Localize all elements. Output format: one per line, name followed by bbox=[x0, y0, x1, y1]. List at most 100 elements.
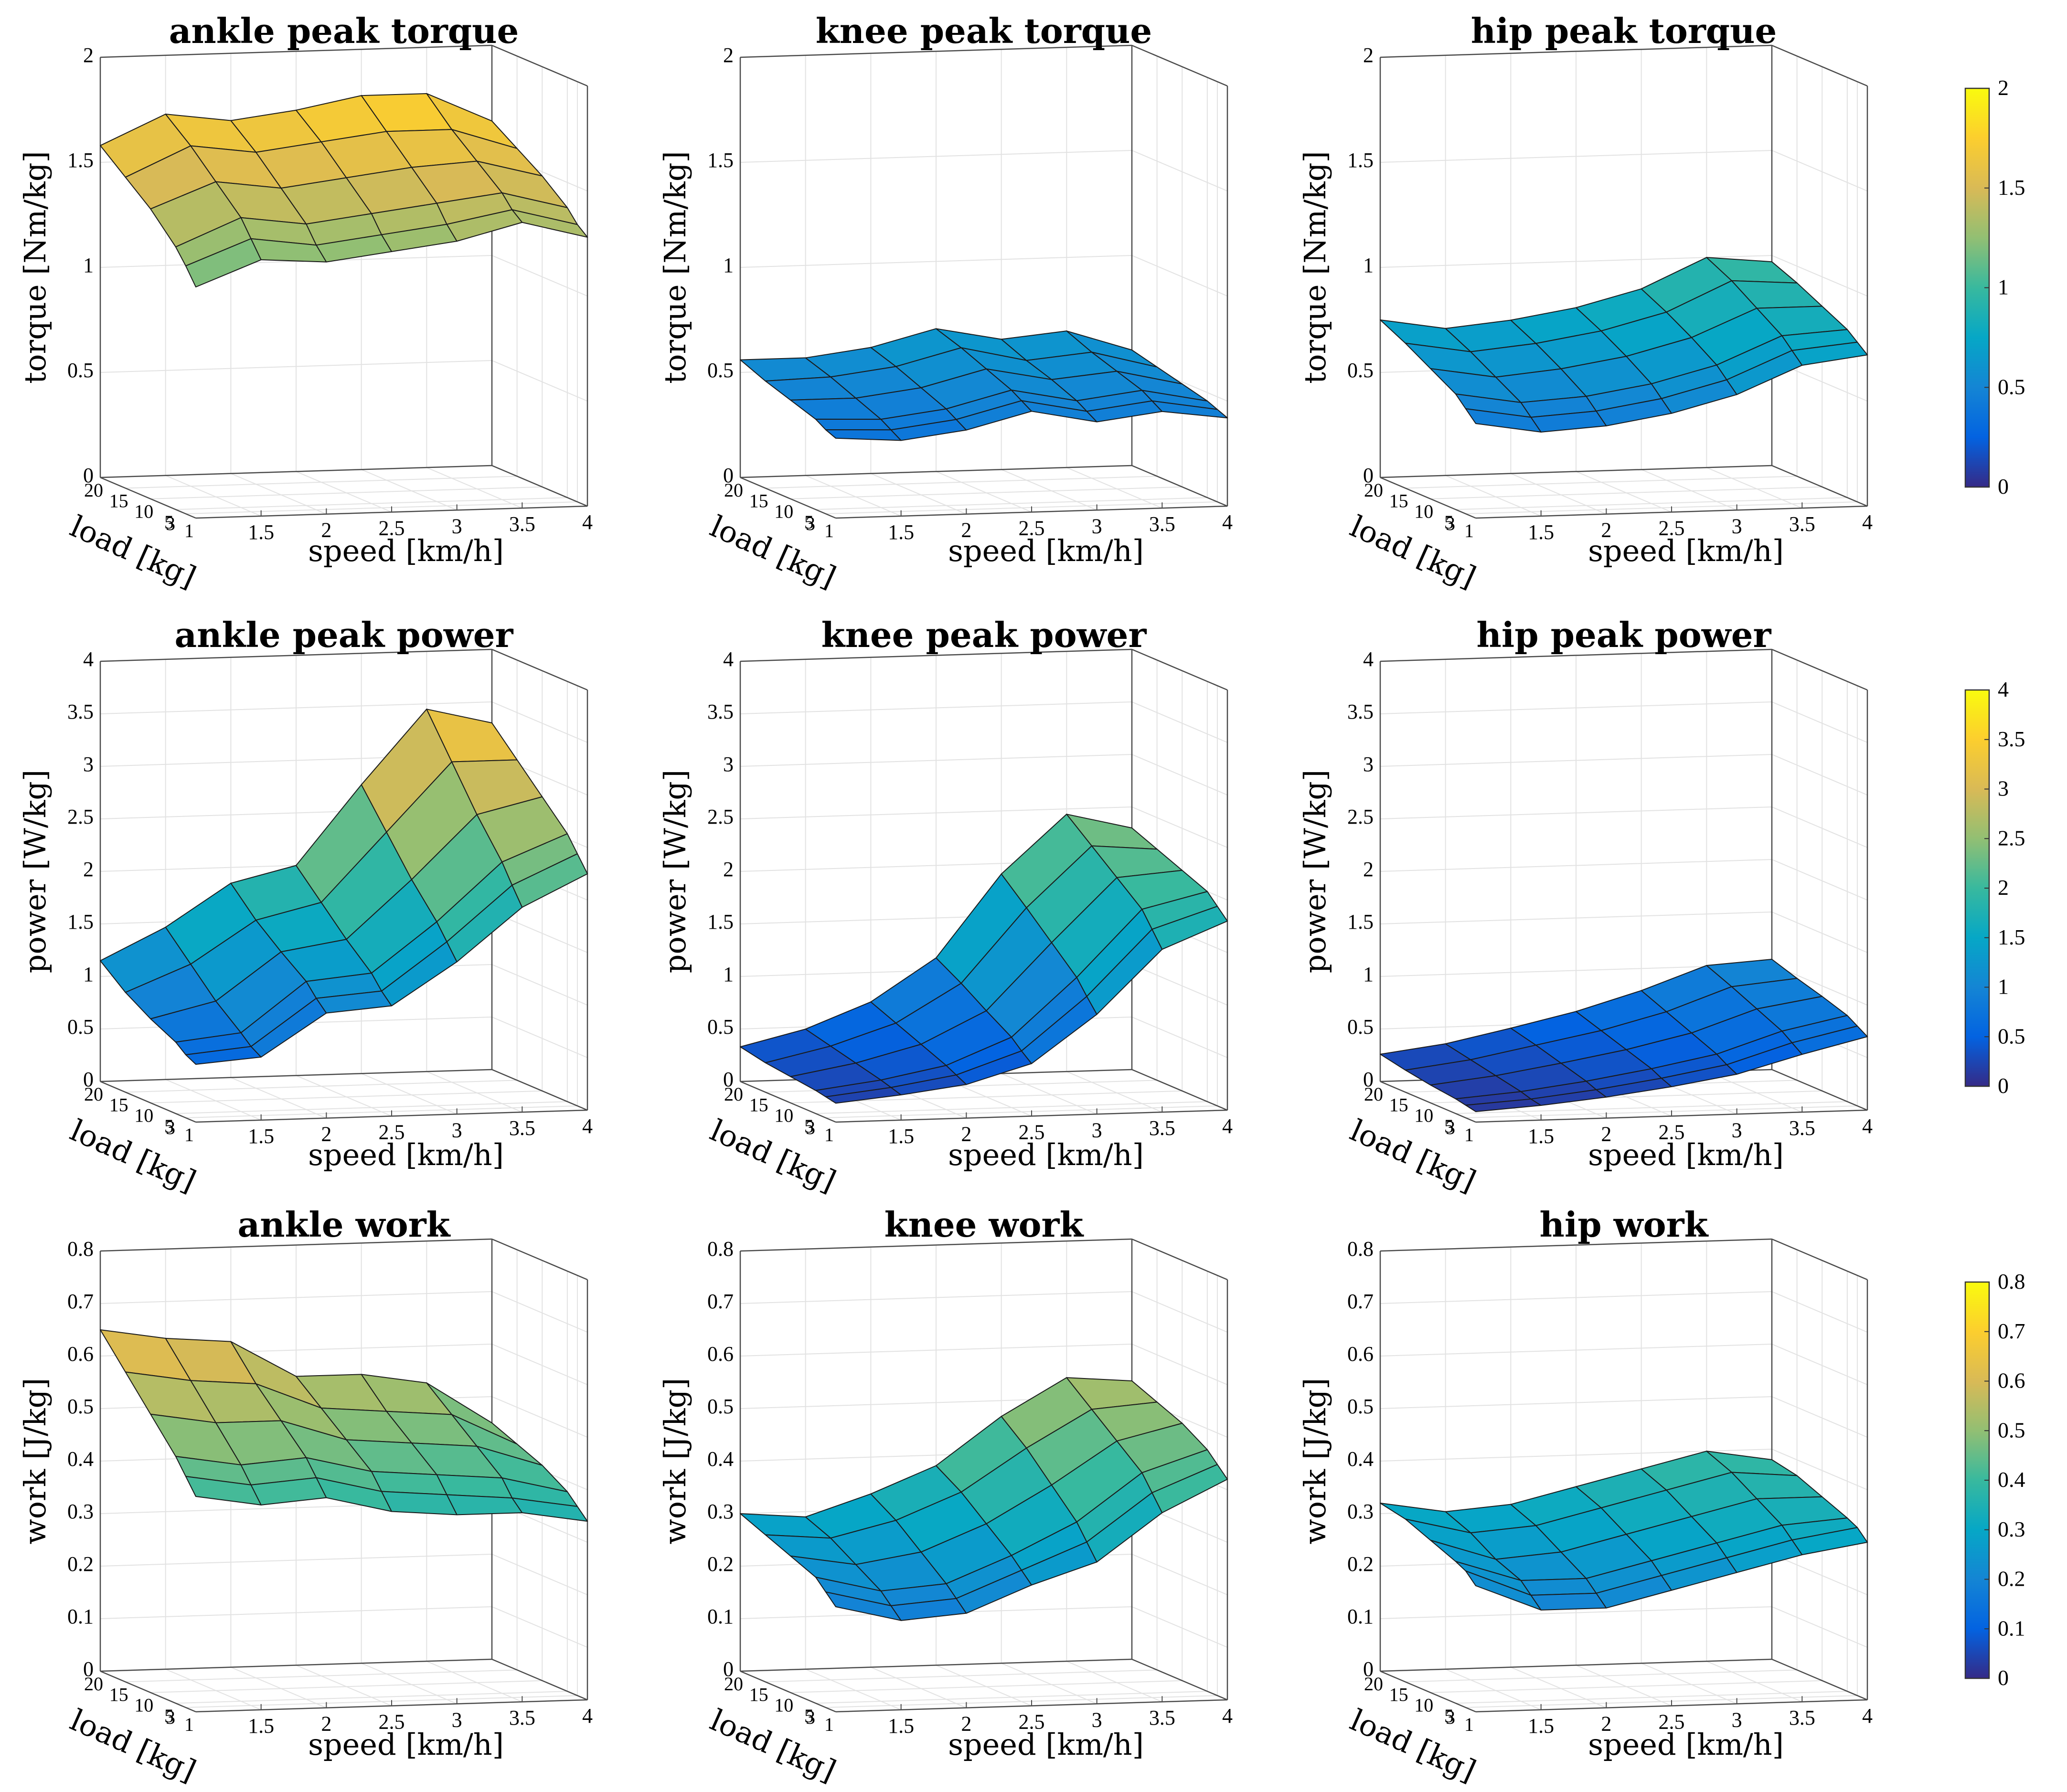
z-gridline bbox=[1380, 1396, 1868, 1438]
y-tick-label: 5 bbox=[804, 1705, 814, 1727]
z-gridline bbox=[1380, 753, 1868, 795]
y-axis-label: load [kg] bbox=[1345, 509, 1481, 594]
z-axis-label: torque [Nm/kg] bbox=[658, 151, 693, 383]
colorbar-tick-label: 0.4 bbox=[1998, 1467, 2025, 1492]
z-tick-label: 0.6 bbox=[707, 1342, 734, 1366]
y-tick-label: 5 bbox=[804, 1115, 814, 1137]
colorbar-tick-label: 2 bbox=[1998, 875, 2009, 900]
axis-edge bbox=[1380, 648, 1772, 662]
axis-edge bbox=[100, 44, 492, 58]
x-gridline bbox=[805, 55, 902, 517]
y-gridline bbox=[815, 77, 1208, 510]
surface-knee-torque bbox=[740, 328, 1228, 441]
x-tick-label: 3 bbox=[1732, 1118, 1742, 1142]
z-tick-label: 0.8 bbox=[1347, 1237, 1374, 1261]
axis-edge bbox=[1380, 477, 1476, 519]
z-tick-label: 3 bbox=[83, 753, 94, 776]
y-tick-label: 15 bbox=[109, 1684, 128, 1705]
surface-knee-work bbox=[740, 1377, 1228, 1621]
x-tick-label: 3 bbox=[1092, 1118, 1102, 1142]
z-tick-label: 3 bbox=[1363, 753, 1374, 776]
axis-edge bbox=[100, 1069, 492, 1082]
axis-edge bbox=[100, 648, 492, 662]
z-gridline bbox=[740, 149, 1228, 191]
colorbar-tick-label: 1.5 bbox=[1998, 175, 2025, 200]
x-tick-label: 3 bbox=[1732, 1708, 1742, 1731]
x-tick-label: 4 bbox=[582, 1704, 593, 1728]
axis-edge bbox=[100, 1658, 492, 1672]
axis-edge bbox=[1771, 1658, 1868, 1701]
x-tick-label: 2 bbox=[1601, 519, 1611, 542]
y-tick-label: 1 bbox=[184, 520, 194, 541]
surface-hip-power bbox=[1380, 959, 1868, 1112]
x-tick-label: 3.5 bbox=[1789, 512, 1815, 536]
z-tick-label: 0 bbox=[723, 464, 734, 487]
x-tick-label: 3.5 bbox=[509, 1116, 535, 1140]
y-axis-label: load [kg] bbox=[705, 1702, 841, 1788]
z-tick-label: 0.5 bbox=[707, 1395, 734, 1418]
z-tick-label: 1 bbox=[723, 254, 734, 277]
y-tick-label: 15 bbox=[109, 490, 128, 511]
colorbar-tick-label: 0.3 bbox=[1998, 1517, 2025, 1541]
axis-edge bbox=[1771, 1069, 1868, 1111]
surface-patch bbox=[446, 1494, 523, 1516]
x-tick-label: 2.5 bbox=[1659, 517, 1685, 540]
panel-hip-work: 00.10.20.30.40.50.60.70.81.5 2 2.5 3 3.5 4135… bbox=[1298, 1204, 1873, 1788]
x-tick-label: 1.5 bbox=[1528, 520, 1554, 544]
x-axis-label: speed [km/h] bbox=[948, 533, 1144, 568]
surface-patch bbox=[511, 853, 588, 908]
z-gridline bbox=[740, 1343, 1228, 1385]
x-gridline bbox=[805, 1249, 902, 1710]
x-tick-label: 4 bbox=[582, 1114, 593, 1138]
panel-hip-power: 00.511.522.533.541.5 2 2.5 3 3.5 4135101520hi… bbox=[1298, 615, 1873, 1198]
axis-edge bbox=[740, 1670, 836, 1713]
x-tick-label: 3 bbox=[452, 514, 462, 538]
y-tick-label: 5 bbox=[1444, 511, 1454, 533]
y-tick-label: 3 bbox=[166, 1707, 175, 1728]
axis-edge bbox=[100, 465, 492, 478]
surface-patch bbox=[1791, 1025, 1868, 1055]
y-tick-label: 10 bbox=[134, 501, 153, 522]
z-tick-label: 0 bbox=[83, 464, 94, 487]
surface-patch bbox=[511, 209, 588, 238]
axis-edge bbox=[1131, 1069, 1228, 1111]
z-tick-label: 2.5 bbox=[67, 805, 94, 828]
x-tick-label: 3.5 bbox=[1149, 1116, 1175, 1140]
z-gridline bbox=[1380, 701, 1868, 743]
y-axis-label: load [kg] bbox=[1345, 1113, 1481, 1198]
y-tick-label: 10 bbox=[134, 1105, 153, 1126]
z-axis-label: power [W/kg] bbox=[18, 770, 53, 973]
z-gridline bbox=[100, 1553, 588, 1595]
z-axis-label: work [J/kg] bbox=[18, 1378, 53, 1545]
panel-title: hip peak power bbox=[1477, 615, 1772, 655]
x-tick-label: 2 bbox=[321, 1123, 331, 1146]
colorbar-tick-label: 1 bbox=[1998, 275, 2009, 299]
y-tick-label: 1 bbox=[824, 1124, 834, 1145]
x-tick-label: 4 bbox=[1862, 1704, 1873, 1728]
z-tick-label: 0.4 bbox=[707, 1447, 734, 1471]
z-tick-label: 0.3 bbox=[707, 1500, 734, 1523]
surface-patch bbox=[1520, 1578, 1597, 1596]
z-gridline bbox=[740, 701, 1228, 743]
x-tick-label: 1.5 bbox=[248, 1714, 274, 1738]
z-gridline bbox=[1380, 1238, 1868, 1280]
axis-edge bbox=[491, 1069, 588, 1111]
x-tick-label: 2.5 bbox=[1019, 517, 1045, 540]
x-tick-label: 1.5 bbox=[248, 1124, 274, 1148]
x-axis-label: speed [km/h] bbox=[308, 1727, 504, 1762]
y-tick-label: 5 bbox=[804, 511, 814, 533]
z-tick-label: 0 bbox=[1363, 1068, 1374, 1091]
x-tick-label: 3.5 bbox=[1789, 1116, 1815, 1140]
axis-edge bbox=[1380, 1081, 1476, 1123]
z-tick-label: 4 bbox=[83, 647, 94, 671]
z-gridline bbox=[1380, 911, 1868, 953]
x-tick-label: 1.5 bbox=[888, 1124, 914, 1148]
y-tick-label: 3 bbox=[166, 1117, 175, 1138]
z-gridline bbox=[100, 465, 588, 507]
surface-patch bbox=[1791, 341, 1868, 366]
y-axis-label: load [kg] bbox=[65, 1702, 201, 1788]
z-tick-label: 0.7 bbox=[1347, 1290, 1374, 1313]
x-tick-label: 2 bbox=[961, 1123, 971, 1146]
axis-edge bbox=[100, 1238, 492, 1252]
